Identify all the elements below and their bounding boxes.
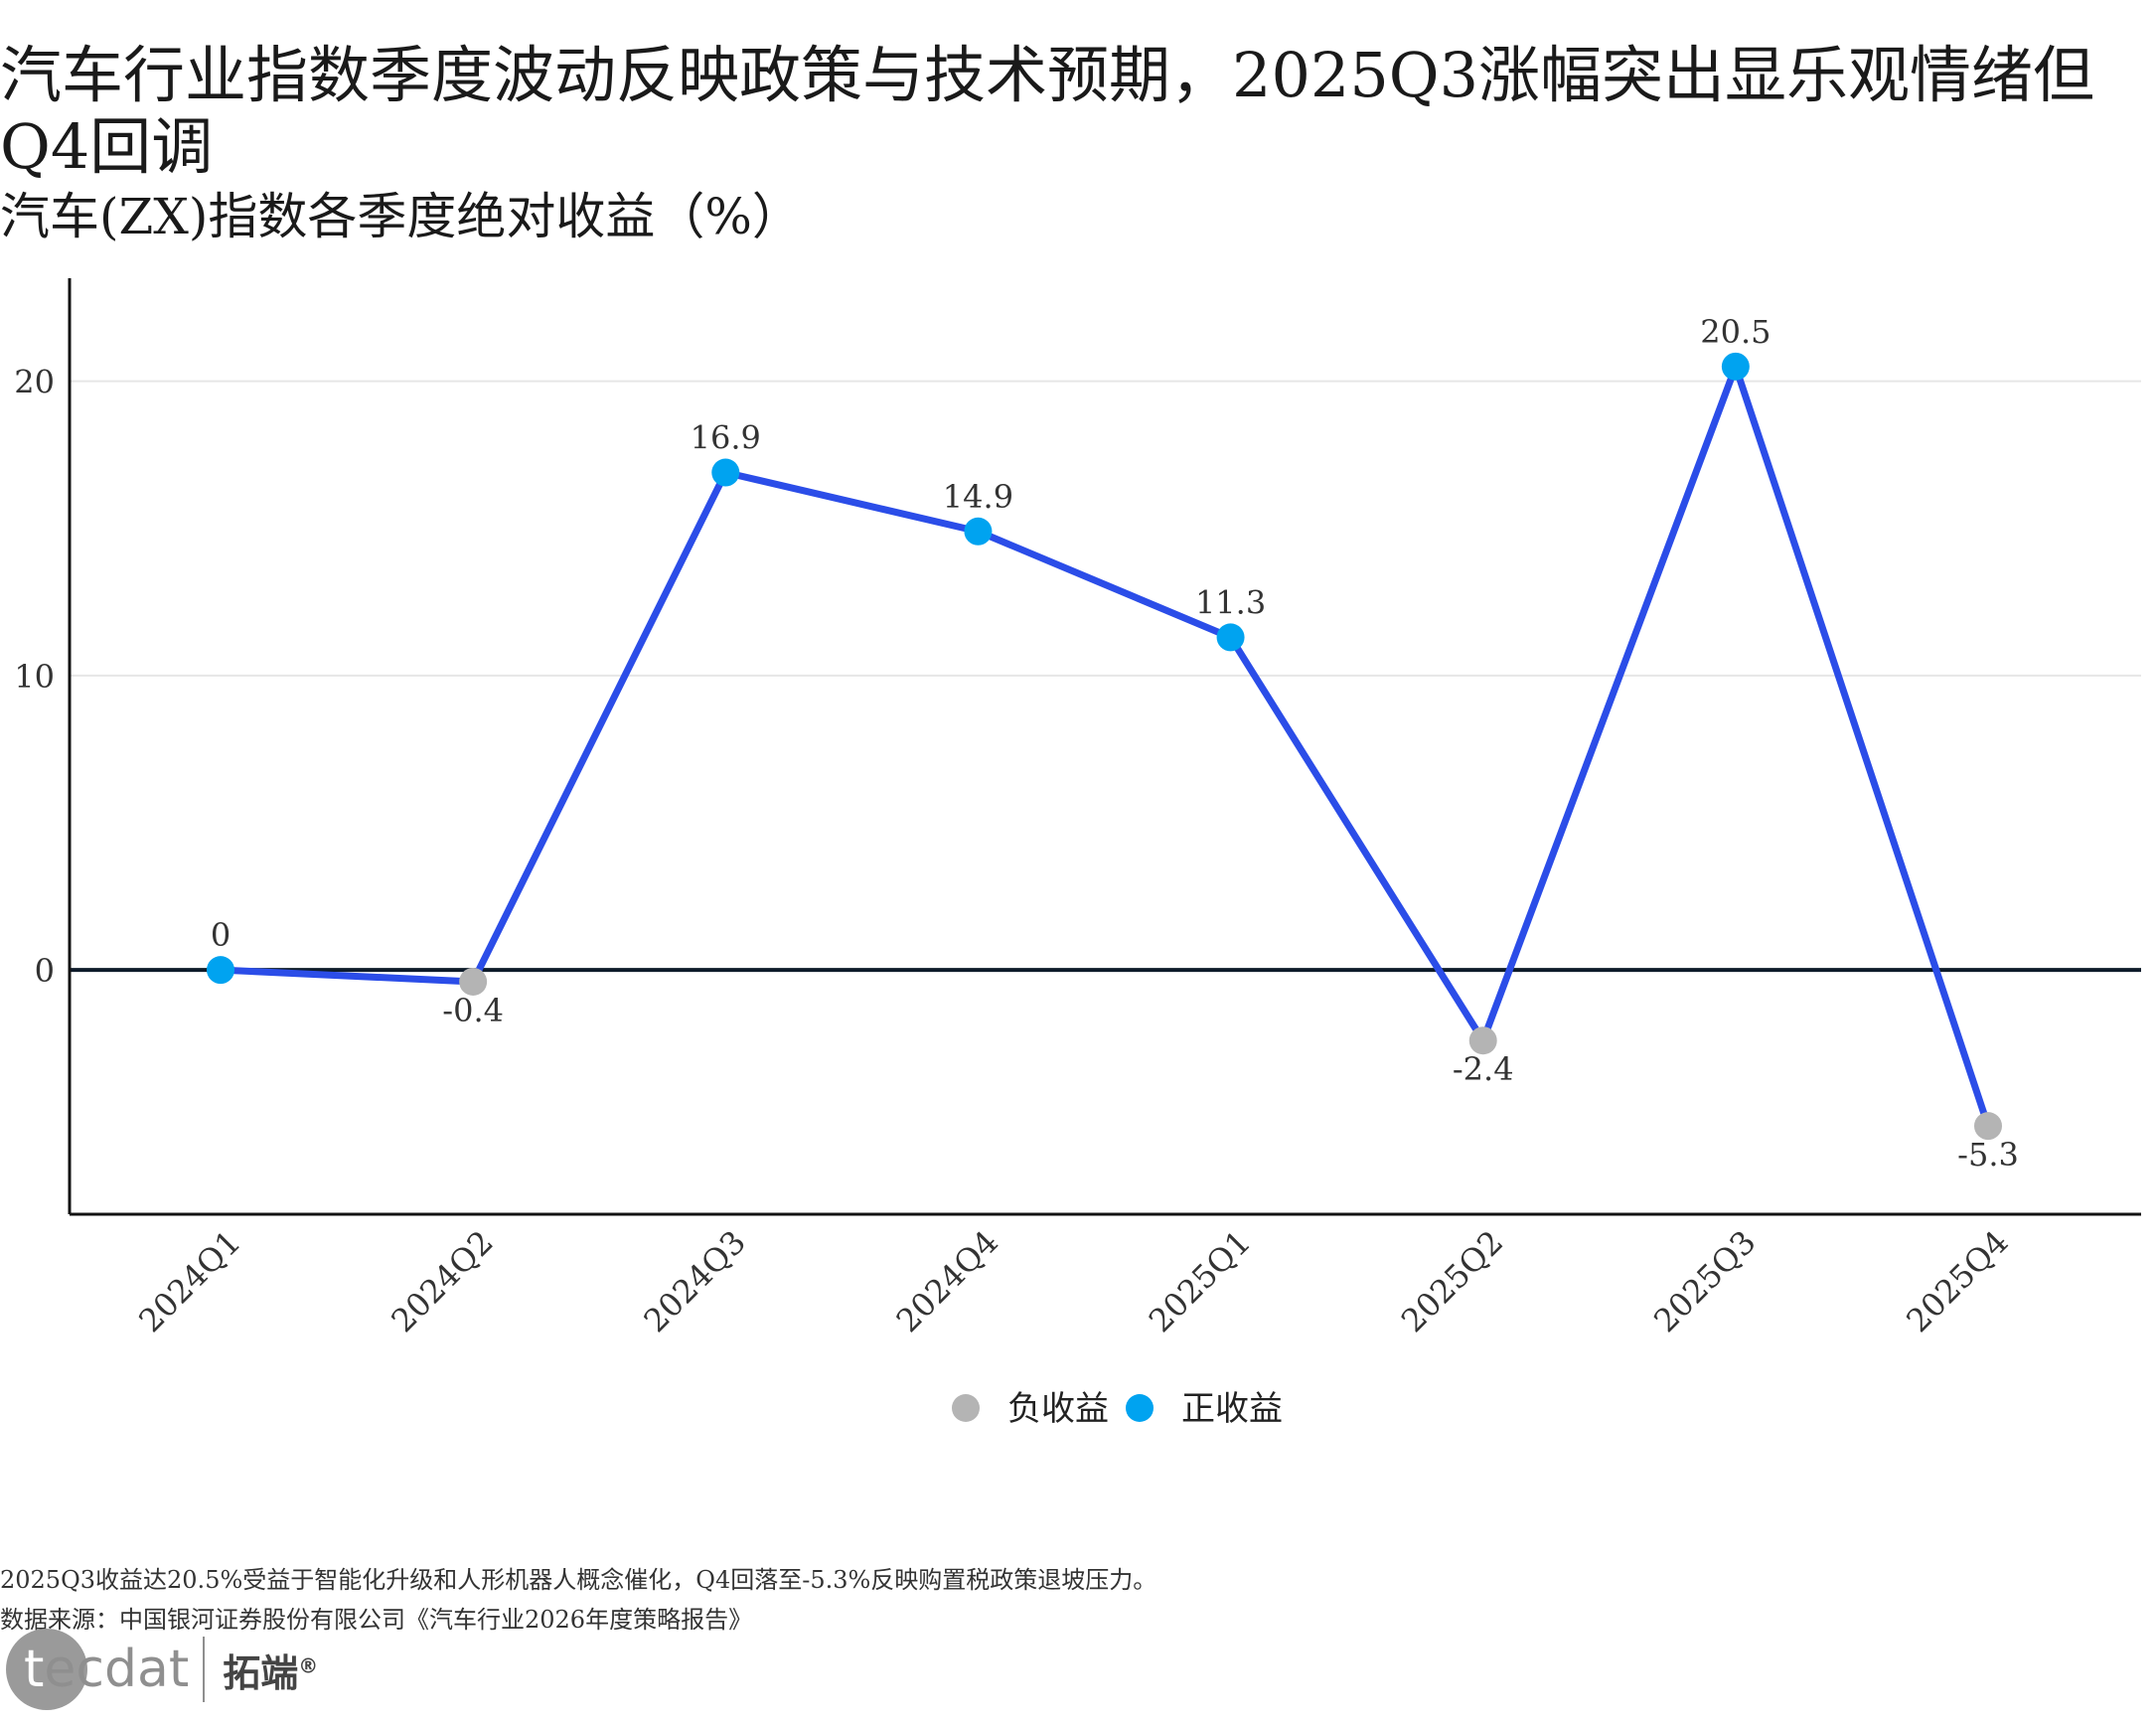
x-tick-label: 2025Q2 xyxy=(1394,1223,1510,1339)
data-points xyxy=(207,352,2002,1141)
legend-label: 负收益 xyxy=(1007,1389,1109,1429)
data-label: 20.5 xyxy=(1700,313,1771,351)
data-label: 16.9 xyxy=(691,419,761,457)
x-tick-label: 2024Q1 xyxy=(131,1223,247,1339)
chart-subtitle: 汽车(ZX)指数各季度绝对收益（%） xyxy=(0,188,802,245)
logo-divider xyxy=(203,1637,206,1702)
axes: 0 10 20 2024Q1 2024Q2 2024Q3 2024Q4 2025Q1 2025Q… xyxy=(14,278,2141,1339)
footer-source: 数据来源：中国银河证券股份有限公司《汽车行业2026年度策略报告》 xyxy=(0,1606,753,1634)
legend: 负收益 正收益 xyxy=(952,1389,1283,1429)
logo-text: tecdat xyxy=(24,1640,190,1699)
logo-cn-text: 拓端® xyxy=(223,1650,319,1695)
series-line xyxy=(220,363,1992,1128)
data-label: 14.9 xyxy=(943,478,1013,516)
data-point xyxy=(964,517,993,546)
data-label: 0 xyxy=(211,916,231,954)
data-point xyxy=(1468,1026,1497,1055)
data-label: -5.3 xyxy=(1957,1136,2019,1174)
data-point xyxy=(711,458,740,487)
x-tick-label: 2024Q3 xyxy=(637,1223,753,1339)
x-tick-label: 2025Q1 xyxy=(1142,1223,1258,1339)
x-tick-label: 2025Q4 xyxy=(1899,1223,2015,1339)
logo-badge-icon xyxy=(6,1629,87,1710)
data-labels: 0 -0.4 16.9 14.9 11.3 -2.4 20.5 -5.3 xyxy=(211,313,2019,1174)
y-tick-label: 10 xyxy=(14,658,55,696)
x-tick-label: 2024Q2 xyxy=(384,1223,500,1339)
footer-note: 2025Q3收益达20.5%受益于智能化升级和人形机器人概念催化，Q4回落至-5… xyxy=(0,1566,1157,1594)
legend-marker xyxy=(952,1394,980,1422)
y-tick-label: 0 xyxy=(35,952,55,990)
legend-marker xyxy=(1126,1394,1154,1422)
brand-logo: tecdat 拓端® xyxy=(6,1629,319,1710)
grid-lines xyxy=(70,380,2141,677)
data-label: 11.3 xyxy=(1195,583,1266,621)
data-label: -2.4 xyxy=(1453,1050,1514,1088)
x-tick-label: 2025Q3 xyxy=(1646,1223,1763,1339)
legend-label: 正收益 xyxy=(1181,1389,1283,1429)
data-point xyxy=(207,956,234,985)
data-point xyxy=(459,967,488,996)
series-line-path xyxy=(220,363,1992,1128)
data-label: -0.4 xyxy=(442,992,504,1029)
footer-notes: 2025Q3收益达20.5%受益于智能化升级和人形机器人概念催化，Q4回落至-5… xyxy=(0,1560,1156,1640)
data-point xyxy=(1974,1112,2002,1141)
chart-title: 汽车行业指数季度波动反映政策与技术预期，2025Q3涨幅突出显乐观情绪但 Q4回… xyxy=(0,39,2095,183)
data-point xyxy=(1216,623,1245,652)
y-tick-label: 20 xyxy=(14,364,55,401)
data-point xyxy=(1721,352,1750,381)
x-tick-label: 2024Q4 xyxy=(889,1223,1005,1339)
